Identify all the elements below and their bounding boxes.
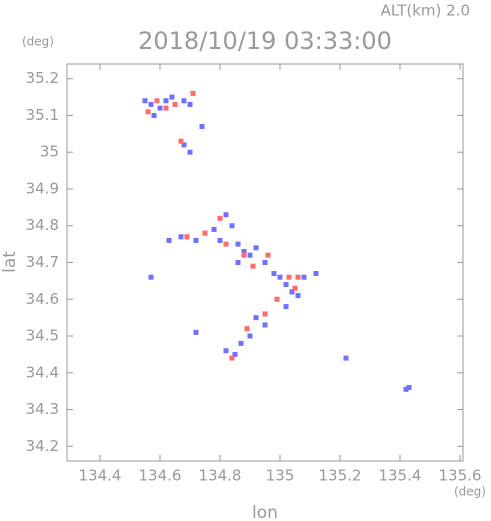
x-tick-label: 135.2 bbox=[319, 467, 362, 485]
echo-point bbox=[142, 98, 148, 104]
x-tick-label: 134.8 bbox=[199, 467, 242, 485]
echo-point bbox=[289, 289, 295, 295]
echo-point bbox=[295, 293, 301, 299]
echo-point bbox=[403, 386, 409, 392]
y-unit: (deg) bbox=[22, 35, 54, 49]
echo-point bbox=[184, 234, 190, 240]
echo-point bbox=[313, 271, 319, 277]
echo-point bbox=[262, 322, 268, 328]
echo-point bbox=[223, 241, 229, 247]
echo-point bbox=[235, 260, 241, 265]
x-tick-label: 134.4 bbox=[79, 467, 122, 485]
y-tick-label: 34.3 bbox=[26, 400, 59, 418]
echo-point bbox=[154, 98, 160, 104]
echo-point bbox=[238, 340, 244, 346]
x-unit: (deg) bbox=[454, 485, 486, 499]
echo-point bbox=[277, 274, 283, 280]
x-tick-label: 134.6 bbox=[139, 467, 182, 485]
echo-point bbox=[169, 94, 175, 100]
echo-point bbox=[148, 274, 154, 280]
echo-point bbox=[163, 98, 169, 104]
y-tick-label: 34.7 bbox=[26, 253, 59, 271]
echo-point bbox=[223, 348, 229, 354]
echo-point bbox=[211, 226, 217, 232]
echo-point bbox=[247, 252, 253, 258]
x-tick-label: 135.6 bbox=[439, 467, 482, 485]
echo-point bbox=[166, 237, 172, 243]
echo-point bbox=[232, 351, 238, 357]
echo-point bbox=[262, 311, 268, 317]
echo-point bbox=[229, 355, 235, 361]
echo-point bbox=[202, 230, 208, 236]
echo-point bbox=[217, 215, 223, 221]
echo-point bbox=[172, 101, 178, 107]
echo-point bbox=[283, 304, 289, 310]
x-tick-label: 135.4 bbox=[379, 467, 422, 485]
y-tick-label: 34.2 bbox=[26, 437, 59, 455]
echo-point bbox=[163, 105, 169, 111]
altitude-label: ALT(km) 2.0 bbox=[381, 2, 470, 20]
y-tick-label: 35 bbox=[40, 143, 59, 161]
echo-point bbox=[178, 138, 184, 144]
y-tick-label: 34.9 bbox=[26, 179, 59, 197]
y-axis-label: lat bbox=[0, 251, 20, 273]
echo-point bbox=[190, 90, 196, 96]
y-tick-label: 35.1 bbox=[26, 106, 59, 124]
chart-title: 2018/10/19 03:33:00 bbox=[138, 27, 392, 55]
echo-point bbox=[253, 315, 259, 321]
x-tick-label: 135 bbox=[266, 467, 295, 485]
x-axis-label: lon bbox=[252, 503, 278, 521]
echo-point bbox=[262, 260, 268, 265]
echo-point bbox=[193, 237, 199, 243]
echo-point bbox=[241, 248, 247, 254]
echo-point bbox=[217, 237, 223, 243]
echo-point bbox=[295, 274, 301, 280]
echo-point bbox=[193, 329, 199, 335]
echo-point bbox=[157, 105, 163, 111]
echo-point bbox=[271, 271, 277, 277]
echo-point bbox=[253, 245, 259, 251]
echo-point bbox=[199, 123, 205, 129]
echo-point bbox=[223, 212, 229, 218]
echo-point bbox=[181, 98, 187, 104]
echo-point bbox=[229, 223, 235, 229]
echo-point bbox=[265, 252, 271, 258]
echo-point bbox=[181, 142, 187, 148]
y-tick-label: 34.6 bbox=[26, 290, 59, 308]
echo-point bbox=[241, 252, 247, 258]
echo-point bbox=[406, 384, 412, 390]
echo-point bbox=[292, 285, 298, 291]
echo-point bbox=[247, 333, 253, 339]
echo-point bbox=[178, 234, 184, 240]
echo-point bbox=[343, 355, 349, 361]
y-tick-label: 35.2 bbox=[26, 69, 59, 87]
y-tick-label: 34.5 bbox=[26, 327, 59, 345]
echo-point bbox=[148, 101, 154, 107]
y-tick-label: 34.4 bbox=[26, 363, 59, 381]
echo-point bbox=[145, 109, 151, 115]
echo-point bbox=[187, 149, 193, 155]
echo-point bbox=[286, 274, 292, 280]
echo-point bbox=[301, 274, 307, 280]
echo-point bbox=[244, 326, 250, 332]
echo-point bbox=[274, 296, 280, 302]
echo-point bbox=[283, 282, 289, 288]
echo-point bbox=[151, 112, 157, 118]
echo-point bbox=[235, 241, 241, 247]
y-tick-label: 34.8 bbox=[26, 216, 59, 234]
echo-point bbox=[187, 101, 193, 107]
echo-point bbox=[250, 263, 256, 269]
